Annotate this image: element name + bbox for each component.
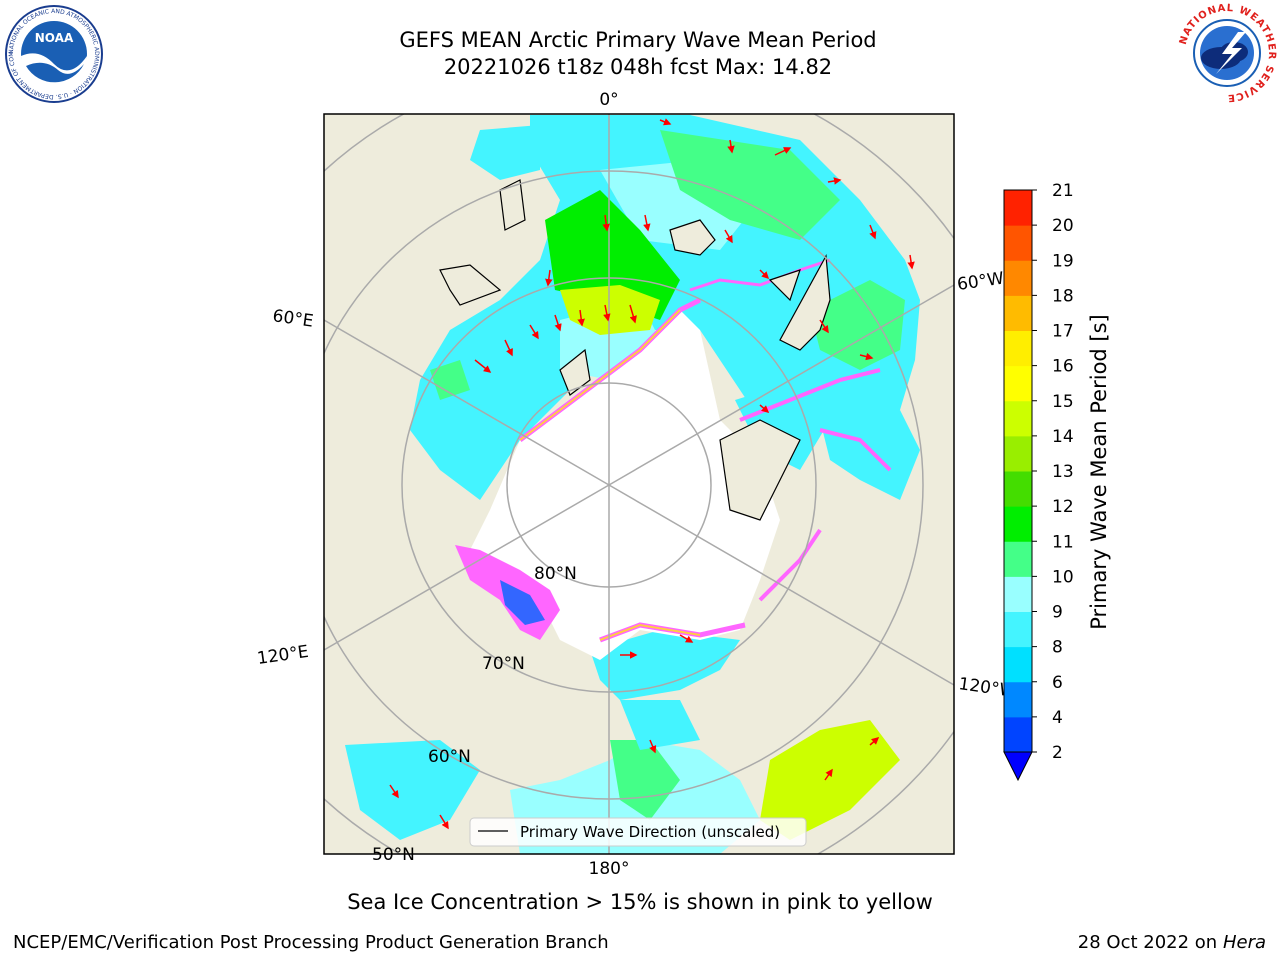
colorbar-swatch [1004, 435, 1032, 472]
colorbar-underflow-arrow [1003, 751, 1033, 782]
colorbar-swatch [1004, 190, 1032, 226]
colorbar-tick-label: 10 [1052, 567, 1074, 587]
label-lon-120e: 120°E [256, 642, 310, 669]
colorbar-swatch [1004, 611, 1032, 648]
wave-period-field [345, 115, 920, 854]
colorbar-swatch [1004, 576, 1032, 612]
colorbar-swatch [1004, 330, 1032, 367]
label-lat-60: 60°N [428, 747, 471, 767]
colorbar-swatch [1004, 541, 1032, 577]
colorbar-swatch [1004, 471, 1032, 507]
noaa-logo: NATIONAL OCEANIC AND ATMOSPHERIC ADMINIS… [1, 0, 104, 104]
colorbar-swatch [1004, 646, 1032, 683]
colorbar-tick-label: 12 [1052, 497, 1074, 517]
footer-date-text: 28 Oct 2022 on [1077, 932, 1223, 953]
graticule-labels: 0° 60°E 60°W 120°E 120°W 180° 80°N 70°N … [256, 90, 1018, 879]
colorbar-swatch [1004, 295, 1032, 331]
sea-ice-note: Sea Ice Concentration > 15% is shown in … [347, 890, 933, 914]
wave-direction-arrows [389, 118, 915, 830]
colorbar-tick-label: 20 [1052, 216, 1074, 236]
label-lat-50: 50°N [372, 845, 415, 865]
colorbar-tick-label: 13 [1052, 462, 1074, 482]
colorbar-tick-label: 11 [1052, 532, 1074, 552]
colorbar-tick-label: 9 [1052, 603, 1063, 623]
footer-host: Hera [1222, 932, 1266, 953]
footer-date: 28 Oct 2022 on Hera [1078, 932, 1266, 953]
chart-subtitle: 20221026 t18z 048h fcst Max: 14.82 [443, 55, 833, 79]
colorbar-tick-label: 21 [1052, 181, 1074, 201]
colorbar-tick-label: 17 [1052, 322, 1074, 342]
chart-title: GEFS MEAN Arctic Primary Wave Mean Perio… [399, 28, 877, 52]
map-frame [323, 113, 955, 855]
colorbar-tick-label: 4 [1052, 708, 1063, 728]
colorbar-swatch [1004, 365, 1032, 402]
map-legend: Primary Wave Direction (unscaled) [469, 817, 807, 847]
colorbar-swatch [1004, 400, 1032, 437]
colorbar-tick-label: 6 [1052, 673, 1063, 693]
colorbar-swatch [1004, 225, 1032, 261]
legend-label: Primary Wave Direction (unscaled) [520, 823, 780, 841]
colorbar-tick-label: 14 [1052, 427, 1074, 447]
label-lon-60e: 60°E [271, 306, 314, 331]
graticule [324, 114, 954, 854]
label-lat-80: 80°N [534, 564, 577, 584]
footer-credit: NCEP/EMC/Verification Post Processing Pr… [13, 932, 609, 953]
coastlines [439, 179, 831, 521]
label-lon-60w: 60°W [956, 269, 1005, 295]
colorbar-tick-label: 19 [1052, 251, 1074, 271]
noaa-logo-text: NOAA [35, 31, 74, 45]
colorbar-swatch [1004, 506, 1032, 542]
colorbar-tick-label: 2 [1052, 743, 1063, 763]
colorbar-tick-label: 15 [1052, 392, 1074, 412]
colorbar-swatch [1004, 681, 1032, 718]
colorbar: 2 4 6 8 9 10 11 12 13 14 15 16 17 18 19 20 21 [1003, 181, 1074, 782]
colorbar-label: Primary Wave Mean Period [s] [1087, 314, 1111, 630]
colorbar-tick-label: 16 [1052, 357, 1074, 377]
colorbar-swatch [1004, 260, 1032, 296]
label-lat-70: 70°N [482, 654, 525, 674]
colorbar-swatch [1004, 716, 1032, 753]
label-lon-0: 0° [599, 90, 618, 110]
colorbar-tick-label: 18 [1052, 286, 1074, 306]
label-lon-180: 180° [589, 859, 630, 879]
nws-logo: NATIONAL WEATHER SERVICE [1176, 2, 1278, 104]
colorbar-tick-label: 8 [1052, 638, 1063, 658]
